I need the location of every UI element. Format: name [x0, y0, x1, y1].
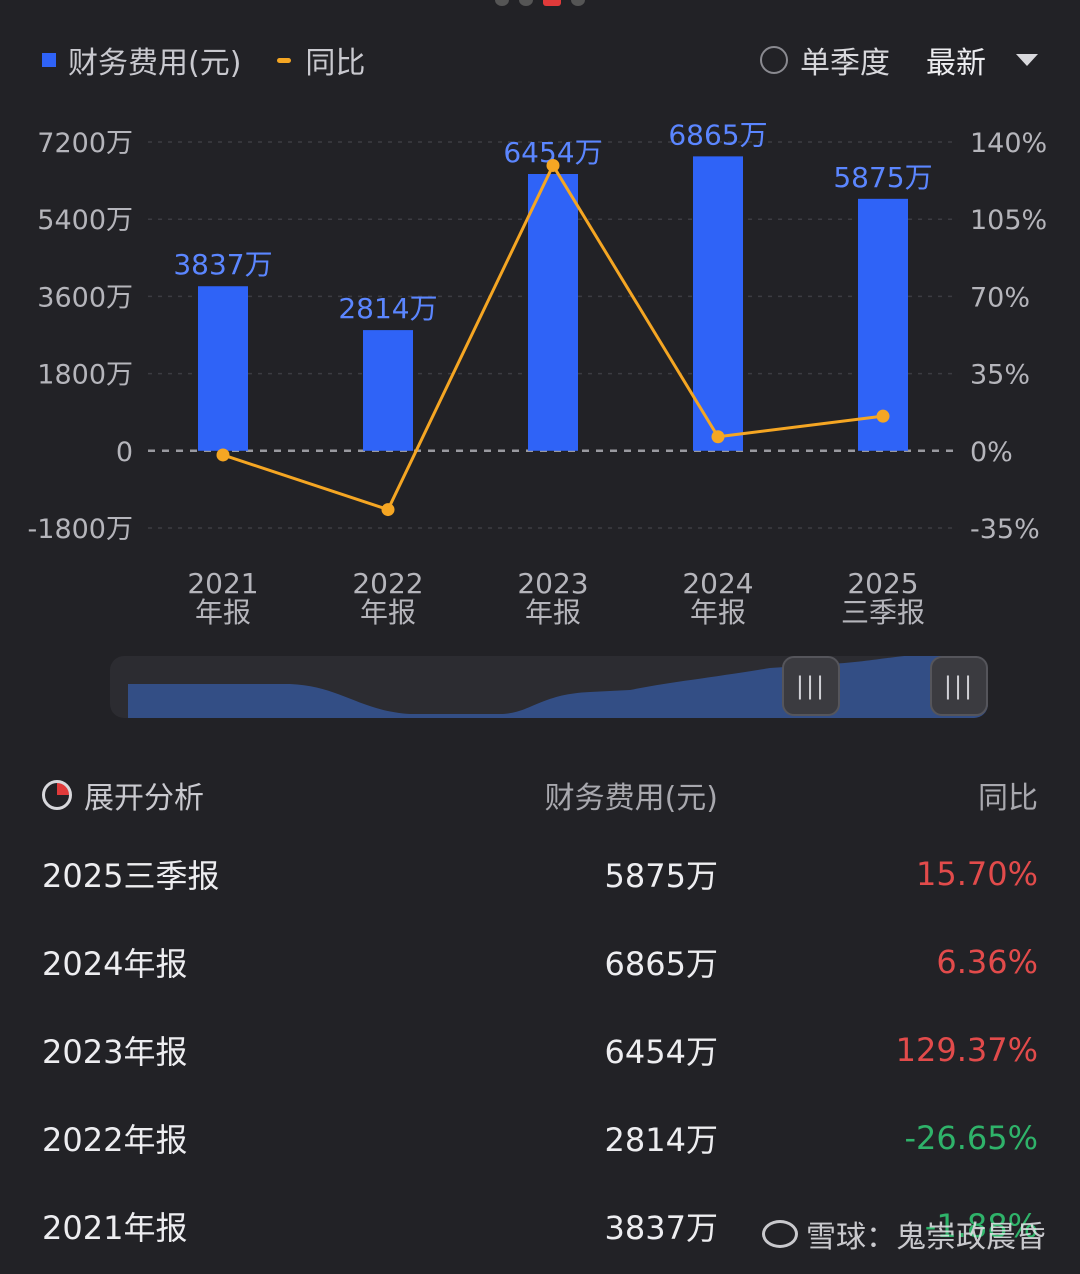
slider-handle-left[interactable]: ||| — [782, 656, 840, 716]
y-left-tick-label: 1800万 — [37, 360, 133, 391]
page-indicator — [495, 0, 585, 6]
bar-1 — [363, 330, 413, 451]
row-period: 2023年报 — [42, 1033, 188, 1071]
row-period: 2025三季报 — [42, 857, 220, 895]
column-header-yoy: 同比 — [978, 781, 1038, 816]
y-right-tick-label: 35% — [970, 360, 1030, 391]
pie-chart-icon — [42, 780, 72, 810]
y-left-tick-label: -1800万 — [28, 514, 133, 545]
x-tick-label: 2025 三季报 — [841, 567, 925, 629]
finance-expense-chart: 7200万 140% 5400万 105% 3600万 70% 1800万 35% 0 0% -18… — [28, 118, 1048, 629]
page-dot — [519, 0, 533, 6]
y-left-tick-label: 3600万 — [37, 282, 133, 313]
page-dot — [495, 0, 509, 6]
row-yoy: -26.65% — [904, 1119, 1038, 1157]
x-tick-label: 2023 年报 — [517, 567, 588, 629]
yoy-point-3 — [711, 430, 725, 444]
bar-3 — [693, 156, 743, 451]
y-left-tick-label: 0 — [116, 437, 133, 468]
slider-preview — [128, 656, 988, 718]
table-body: 2025三季报 5875万 15.70% 2024年报 6865万 6.36% 2023年报… — [42, 830, 1038, 1270]
bar-legend-label: 财务费用(元) — [68, 46, 242, 81]
x-tick-label: 2022 年报 — [352, 567, 423, 629]
row-yoy: 129.37% — [895, 1031, 1038, 1069]
table-row[interactable]: 2022年报 2814万 -26.65% — [42, 1094, 1038, 1182]
yoy-point-4 — [876, 409, 890, 423]
row-yoy: 15.70% — [915, 855, 1038, 893]
range-slider[interactable] — [110, 656, 988, 718]
chart-controls: 单季度 最新 — [760, 38, 1038, 82]
page-dot — [571, 0, 585, 6]
bar-value-label: 3837万 — [173, 248, 272, 281]
row-period: 2022年报 — [42, 1121, 188, 1159]
chart-legend: 财务费用(元) 同比 — [42, 38, 365, 82]
table-row[interactable]: 2021年报 3837万 -1.88% — [42, 1182, 1038, 1270]
expand-analysis-button[interactable]: 展开分析 — [42, 773, 358, 817]
y-left-tick-label: 7200万 — [37, 128, 133, 159]
yoy-point-0 — [216, 448, 230, 462]
row-value: 2814万 — [604, 1121, 718, 1159]
single-quarter-label[interactable]: 单季度 — [800, 46, 890, 81]
row-value: 5875万 — [604, 857, 718, 895]
data-table: 展开分析 财务费用(元) 同比 2025三季报 5875万 15.70% 2024年报… — [42, 760, 1038, 1270]
single-quarter-radio[interactable] — [760, 46, 788, 74]
expand-analysis-label: 展开分析 — [84, 781, 204, 816]
table-row[interactable]: 2023年报 6454万 129.37% — [42, 1006, 1038, 1094]
column-header-value: 财务费用(元) — [544, 781, 718, 816]
watermark-text: 雪球：鬼崇政晨昏 — [806, 1220, 1046, 1255]
line-legend-swatch — [277, 57, 292, 63]
bar-legend-swatch — [42, 53, 56, 67]
slider-handle-right[interactable]: ||| — [930, 656, 988, 716]
table-row[interactable]: 2025三季报 5875万 15.70% — [42, 830, 1038, 918]
row-value: 3837万 — [604, 1209, 718, 1247]
bar-2 — [528, 173, 578, 451]
yoy-point-2 — [546, 158, 560, 172]
row-yoy: -1.88% — [924, 1207, 1038, 1245]
table-header: 展开分析 财务费用(元) 同比 — [42, 760, 1038, 830]
bar-value-label: 6865万 — [668, 118, 767, 151]
line-legend-label: 同比 — [305, 46, 366, 81]
y-left-tick-label: 5400万 — [37, 205, 133, 236]
y-right-tick-label: 0% — [970, 437, 1013, 468]
x-tick-label: 2024 年报 — [682, 567, 753, 629]
bar-0 — [198, 286, 248, 451]
chevron-down-icon[interactable] — [1016, 54, 1038, 66]
wechat-icon — [762, 1220, 798, 1248]
row-period: 2021年报 — [42, 1209, 188, 1247]
row-period: 2024年报 — [42, 945, 188, 983]
y-right-tick-label: 140% — [970, 128, 1047, 159]
row-value: 6454万 — [604, 1033, 718, 1071]
table-row[interactable]: 2024年报 6865万 6.36% — [42, 918, 1038, 1006]
bar-4 — [858, 198, 908, 451]
row-yoy: 6.36% — [936, 943, 1038, 981]
bar-value-label: 5875万 — [833, 161, 932, 194]
watermark: 雪球：鬼崇政晨昏 — [762, 1212, 1046, 1256]
row-value: 6865万 — [604, 945, 718, 983]
y-right-tick-label: 70% — [970, 282, 1030, 313]
yoy-point-1 — [381, 503, 395, 517]
y-right-tick-label: -35% — [970, 514, 1040, 545]
latest-dropdown[interactable]: 最新 — [926, 46, 986, 81]
bar-value-label: 2814万 — [338, 292, 437, 325]
page-dot-active — [543, 0, 561, 6]
x-tick-label: 2021 年报 — [187, 567, 258, 629]
y-right-tick-label: 105% — [970, 205, 1047, 236]
